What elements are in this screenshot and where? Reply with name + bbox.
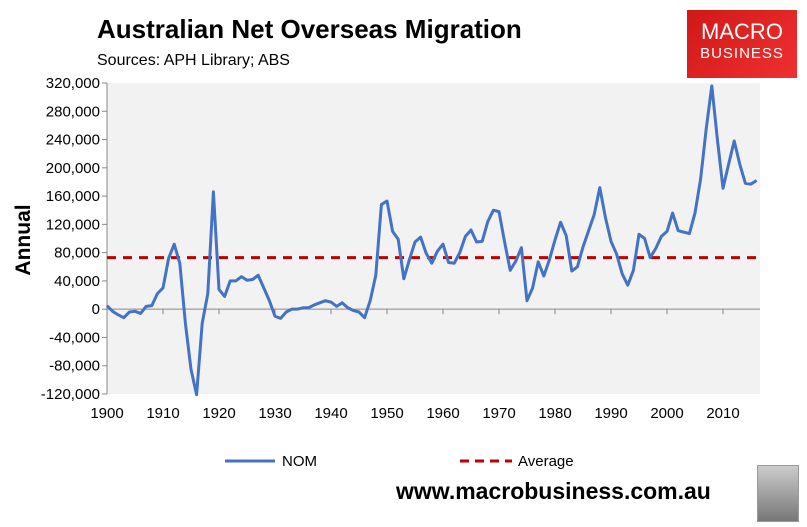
x-tick-label: 1930 xyxy=(258,405,291,422)
website-url: www.macrobusiness.com.au xyxy=(396,478,711,504)
y-tick-label: 280,000 xyxy=(46,103,100,120)
x-tick-label: 1950 xyxy=(370,405,403,422)
y-tick-label: 0 xyxy=(92,301,100,318)
y-tick-label: 120,000 xyxy=(46,216,100,233)
x-tick-label: 1980 xyxy=(538,405,571,422)
x-tick-label: 1970 xyxy=(482,405,515,422)
y-tick-label: 240,000 xyxy=(46,132,100,149)
y-axis-label: Annual xyxy=(12,204,35,275)
x-tick-label: 1960 xyxy=(426,405,459,422)
legend: NOM Average xyxy=(225,453,574,470)
y-tick-label: 160,000 xyxy=(46,188,100,205)
y-tick-label: -40,000 xyxy=(49,329,100,346)
logo-line1: MACRO xyxy=(701,19,783,44)
x-tick-label: 1910 xyxy=(146,405,179,422)
x-tick-label: 1900 xyxy=(90,405,123,422)
y-tick-label: 320,000 xyxy=(46,75,100,92)
y-tick-label: -120,000 xyxy=(41,386,100,403)
legend-nom-label: NOM xyxy=(282,453,317,470)
x-tick-label: 2010 xyxy=(706,405,739,422)
y-tick-label: 40,000 xyxy=(54,273,100,290)
y-tick-label: -80,000 xyxy=(49,358,100,375)
y-tick-label: 80,000 xyxy=(54,245,100,262)
wolf-logo-image xyxy=(757,465,799,522)
legend-average-label: Average xyxy=(518,453,574,470)
chart-sources: Sources: APH Library; ABS xyxy=(97,52,290,69)
logo-line2: BUSINESS xyxy=(700,45,784,62)
macrobusiness-logo: MACRO BUSINESS xyxy=(687,10,797,78)
chart-title: Australian Net Overseas Migration xyxy=(97,14,522,44)
x-tick-label: 1920 xyxy=(202,405,235,422)
x-tick-label: 1990 xyxy=(594,405,627,422)
y-tick-label: 200,000 xyxy=(46,160,100,177)
x-tick-label: 2000 xyxy=(650,405,683,422)
x-tick-label: 1940 xyxy=(314,405,347,422)
